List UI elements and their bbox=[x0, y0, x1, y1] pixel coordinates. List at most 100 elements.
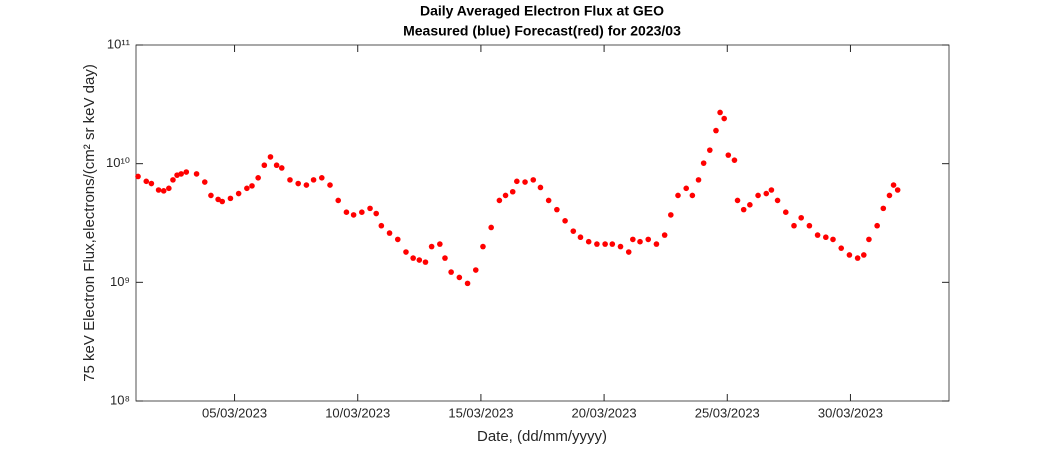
data-point bbox=[480, 243, 486, 250]
data-point bbox=[509, 188, 516, 195]
data-point bbox=[838, 245, 845, 251]
data-point bbox=[886, 192, 893, 199]
data-point bbox=[823, 234, 829, 241]
data-point bbox=[755, 192, 761, 199]
data-point bbox=[700, 160, 707, 166]
data-point bbox=[386, 230, 393, 236]
data-point bbox=[830, 236, 836, 243]
data-point bbox=[866, 236, 872, 243]
y-tick-label: 10¹⁰ bbox=[106, 155, 130, 170]
data-point bbox=[261, 162, 268, 169]
data-point bbox=[278, 165, 285, 171]
data-point bbox=[249, 183, 255, 189]
data-point bbox=[287, 177, 293, 183]
data-point bbox=[890, 182, 897, 188]
data-point bbox=[880, 205, 887, 212]
data-point bbox=[502, 192, 509, 199]
data-point bbox=[422, 259, 429, 265]
data-point bbox=[335, 197, 342, 204]
x-tick-label: 05/03/2023 bbox=[202, 405, 267, 420]
data-point bbox=[437, 241, 443, 247]
data-point bbox=[148, 180, 155, 187]
data-point bbox=[637, 238, 643, 245]
data-point bbox=[442, 255, 448, 261]
data-point bbox=[734, 197, 741, 204]
data-point bbox=[768, 187, 775, 193]
data-point bbox=[403, 249, 409, 255]
data-point bbox=[219, 198, 226, 205]
data-point bbox=[160, 188, 167, 194]
chart-title: Daily Averaged Electron Flux at GEO bbox=[420, 3, 664, 19]
data-point bbox=[135, 173, 141, 180]
x-tick-label: 20/03/2023 bbox=[572, 405, 637, 420]
data-point bbox=[609, 241, 616, 247]
data-point bbox=[668, 212, 674, 218]
data-point bbox=[303, 182, 310, 188]
y-tick-label: 10⁸ bbox=[110, 392, 130, 407]
data-point bbox=[774, 197, 781, 204]
data-point bbox=[874, 222, 880, 229]
data-point bbox=[428, 243, 435, 250]
data-point bbox=[318, 175, 325, 181]
data-point bbox=[554, 206, 560, 213]
data-point bbox=[267, 154, 274, 160]
data-point bbox=[410, 255, 416, 261]
data-point bbox=[846, 252, 853, 258]
plot-frame bbox=[135, 44, 950, 402]
data-point bbox=[378, 222, 385, 229]
y-tick-label: 10⁹ bbox=[110, 274, 130, 289]
data-point bbox=[585, 238, 592, 245]
data-point bbox=[143, 178, 150, 185]
data-point bbox=[350, 212, 357, 218]
data-point bbox=[367, 205, 373, 212]
data-point bbox=[183, 169, 190, 175]
data-point bbox=[806, 222, 813, 229]
data-point bbox=[155, 187, 162, 193]
data-point bbox=[630, 236, 636, 243]
data-point bbox=[814, 232, 821, 238]
data-point bbox=[456, 274, 463, 281]
data-point bbox=[625, 249, 632, 255]
data-point bbox=[193, 171, 200, 177]
data-point bbox=[343, 209, 350, 215]
data-point bbox=[295, 180, 301, 187]
data-point bbox=[394, 236, 401, 243]
data-point bbox=[707, 147, 713, 153]
data-point bbox=[675, 192, 681, 199]
data-point bbox=[359, 209, 365, 215]
y-axis-label: 75 keV Electron Flux,electrons/(cm² sr k… bbox=[81, 64, 98, 382]
data-point bbox=[721, 115, 727, 122]
data-point bbox=[514, 178, 520, 185]
data-point bbox=[488, 224, 494, 231]
data-point bbox=[227, 195, 234, 202]
data-point bbox=[617, 243, 624, 250]
x-tick-label: 15/03/2023 bbox=[448, 405, 513, 420]
data-point bbox=[255, 175, 261, 181]
data-point bbox=[763, 190, 770, 197]
data-point bbox=[373, 210, 380, 217]
data-point bbox=[689, 192, 696, 199]
data-point bbox=[178, 171, 184, 177]
data-point bbox=[562, 218, 568, 224]
data-point bbox=[170, 177, 176, 183]
data-point bbox=[537, 184, 544, 191]
data-point bbox=[725, 152, 732, 158]
data-point bbox=[464, 280, 471, 287]
data-point bbox=[310, 177, 317, 183]
data-point bbox=[860, 252, 867, 258]
data-point bbox=[740, 206, 747, 213]
data-point bbox=[448, 269, 454, 275]
data-point bbox=[645, 236, 652, 243]
chart-subtitle: Measured (blue) Forecast(red) for 2023/0… bbox=[403, 23, 681, 39]
data-point bbox=[570, 228, 577, 234]
data-point bbox=[602, 241, 608, 247]
data-point bbox=[791, 222, 797, 229]
data-point bbox=[472, 267, 479, 273]
data-point bbox=[166, 185, 172, 192]
data-point bbox=[530, 177, 537, 183]
data-point bbox=[731, 157, 738, 163]
x-tick-label: 25/03/2023 bbox=[695, 405, 760, 420]
x-axis-label: Date, (dd/mm/yyyy) bbox=[477, 428, 607, 445]
